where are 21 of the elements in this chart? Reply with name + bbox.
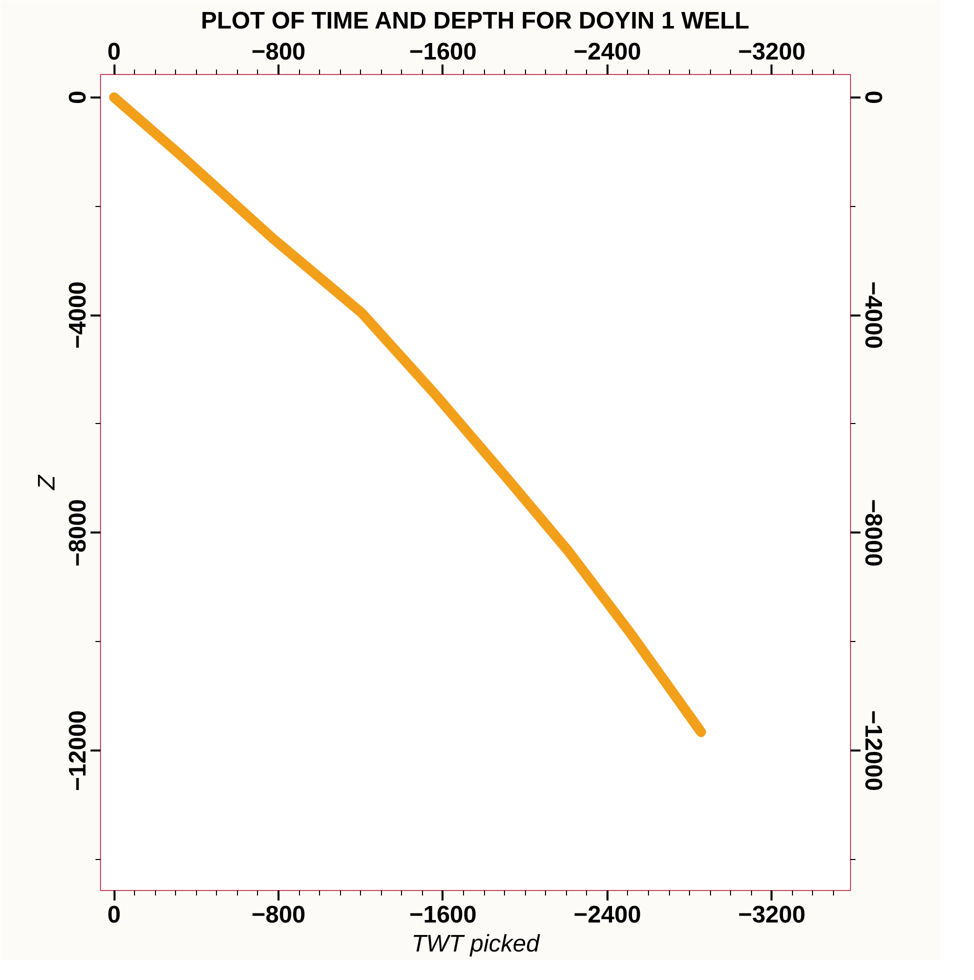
chart-title: PLOT OF TIME AND DEPTH FOR DOYIN 1 WELL xyxy=(200,8,750,34)
y2-tick-label: −8000 xyxy=(860,499,886,567)
x2-tick-label: 0 xyxy=(107,902,121,928)
y-tick-label: −8000 xyxy=(64,499,92,567)
x2-tick-label: −2400 xyxy=(574,902,642,928)
x-tick-label: 0 xyxy=(107,38,121,66)
y2-tick-label: −4000 xyxy=(860,281,886,349)
y-tick-label: −12000 xyxy=(64,710,92,791)
y-tick-label: 0 xyxy=(64,90,92,104)
y-axis-title: Z xyxy=(34,474,60,491)
x-tick-label: −800 xyxy=(251,38,306,66)
y-tick-label: −4000 xyxy=(64,281,92,349)
x2-tick-label: −3200 xyxy=(738,902,806,928)
x-axis-title: TWT picked xyxy=(411,930,540,958)
x-tick-label: −3200 xyxy=(738,38,806,66)
y2-tick-label: −12000 xyxy=(860,710,886,791)
x-tick-label: −1600 xyxy=(409,38,477,66)
y2-tick-label: 0 xyxy=(860,90,886,104)
x-tick-label: −2400 xyxy=(574,38,642,66)
x2-tick-label: −800 xyxy=(251,902,306,928)
x2-tick-label: −1600 xyxy=(409,902,477,928)
